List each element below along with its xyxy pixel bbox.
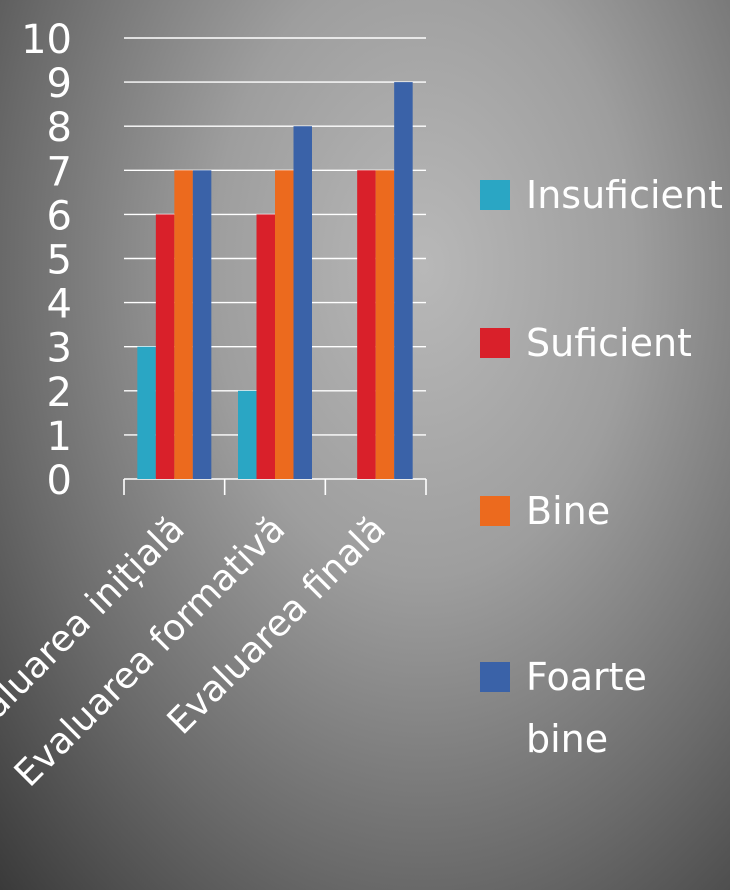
y-tick-label-7: 7 bbox=[47, 149, 72, 195]
legend-swatch-insuficient bbox=[480, 180, 510, 210]
legend-swatch-suficient bbox=[480, 328, 510, 358]
y-tick-label-10: 10 bbox=[21, 17, 72, 63]
y-tick-label-8: 8 bbox=[47, 105, 72, 151]
bar-suficient-evaluarea-finala bbox=[357, 170, 376, 480]
y-tick-label-9: 9 bbox=[47, 61, 72, 107]
y-tick-label-3: 3 bbox=[47, 326, 72, 372]
bar-bine-evaluarea-finala bbox=[375, 170, 395, 480]
y-tick-label-5: 5 bbox=[47, 238, 72, 284]
legend-label-foarte-bine: Foarte bine bbox=[526, 655, 647, 761]
legend-label-suficient: Suficient bbox=[526, 321, 692, 365]
bar-suficient-evaluarea-formativa bbox=[256, 214, 275, 479]
y-tick-label-2: 2 bbox=[47, 370, 72, 416]
bar-bine-evaluarea-formativa bbox=[275, 170, 294, 480]
bar-insuficient-evaluarea-formativa bbox=[238, 390, 257, 479]
y-tick-label-4: 4 bbox=[47, 282, 72, 328]
legend: Insuficient Suficient Bine Foarte bine bbox=[470, 150, 730, 790]
legend-label-insuficient: Insuficient bbox=[526, 173, 723, 217]
y-tick-label-1: 1 bbox=[47, 414, 72, 460]
bar-foarte-bine-evaluarea-finala bbox=[394, 82, 413, 479]
legend-swatch-foarte-bine bbox=[480, 662, 510, 692]
bar-suficient-evaluarea-initiala bbox=[155, 214, 175, 479]
bar-foarte-bine-evaluarea-formativa bbox=[293, 126, 312, 479]
y-tick-label-6: 6 bbox=[47, 193, 72, 239]
legend-swatch-bine bbox=[480, 496, 510, 526]
bar-bine-evaluarea-initiala bbox=[174, 170, 193, 480]
y-tick-label-0: 0 bbox=[47, 458, 72, 504]
bar-insuficient-evaluarea-initiala bbox=[137, 346, 156, 479]
bar-foarte-bine-evaluarea-initiala bbox=[192, 170, 212, 480]
legend-label-bine: Bine bbox=[526, 489, 611, 533]
